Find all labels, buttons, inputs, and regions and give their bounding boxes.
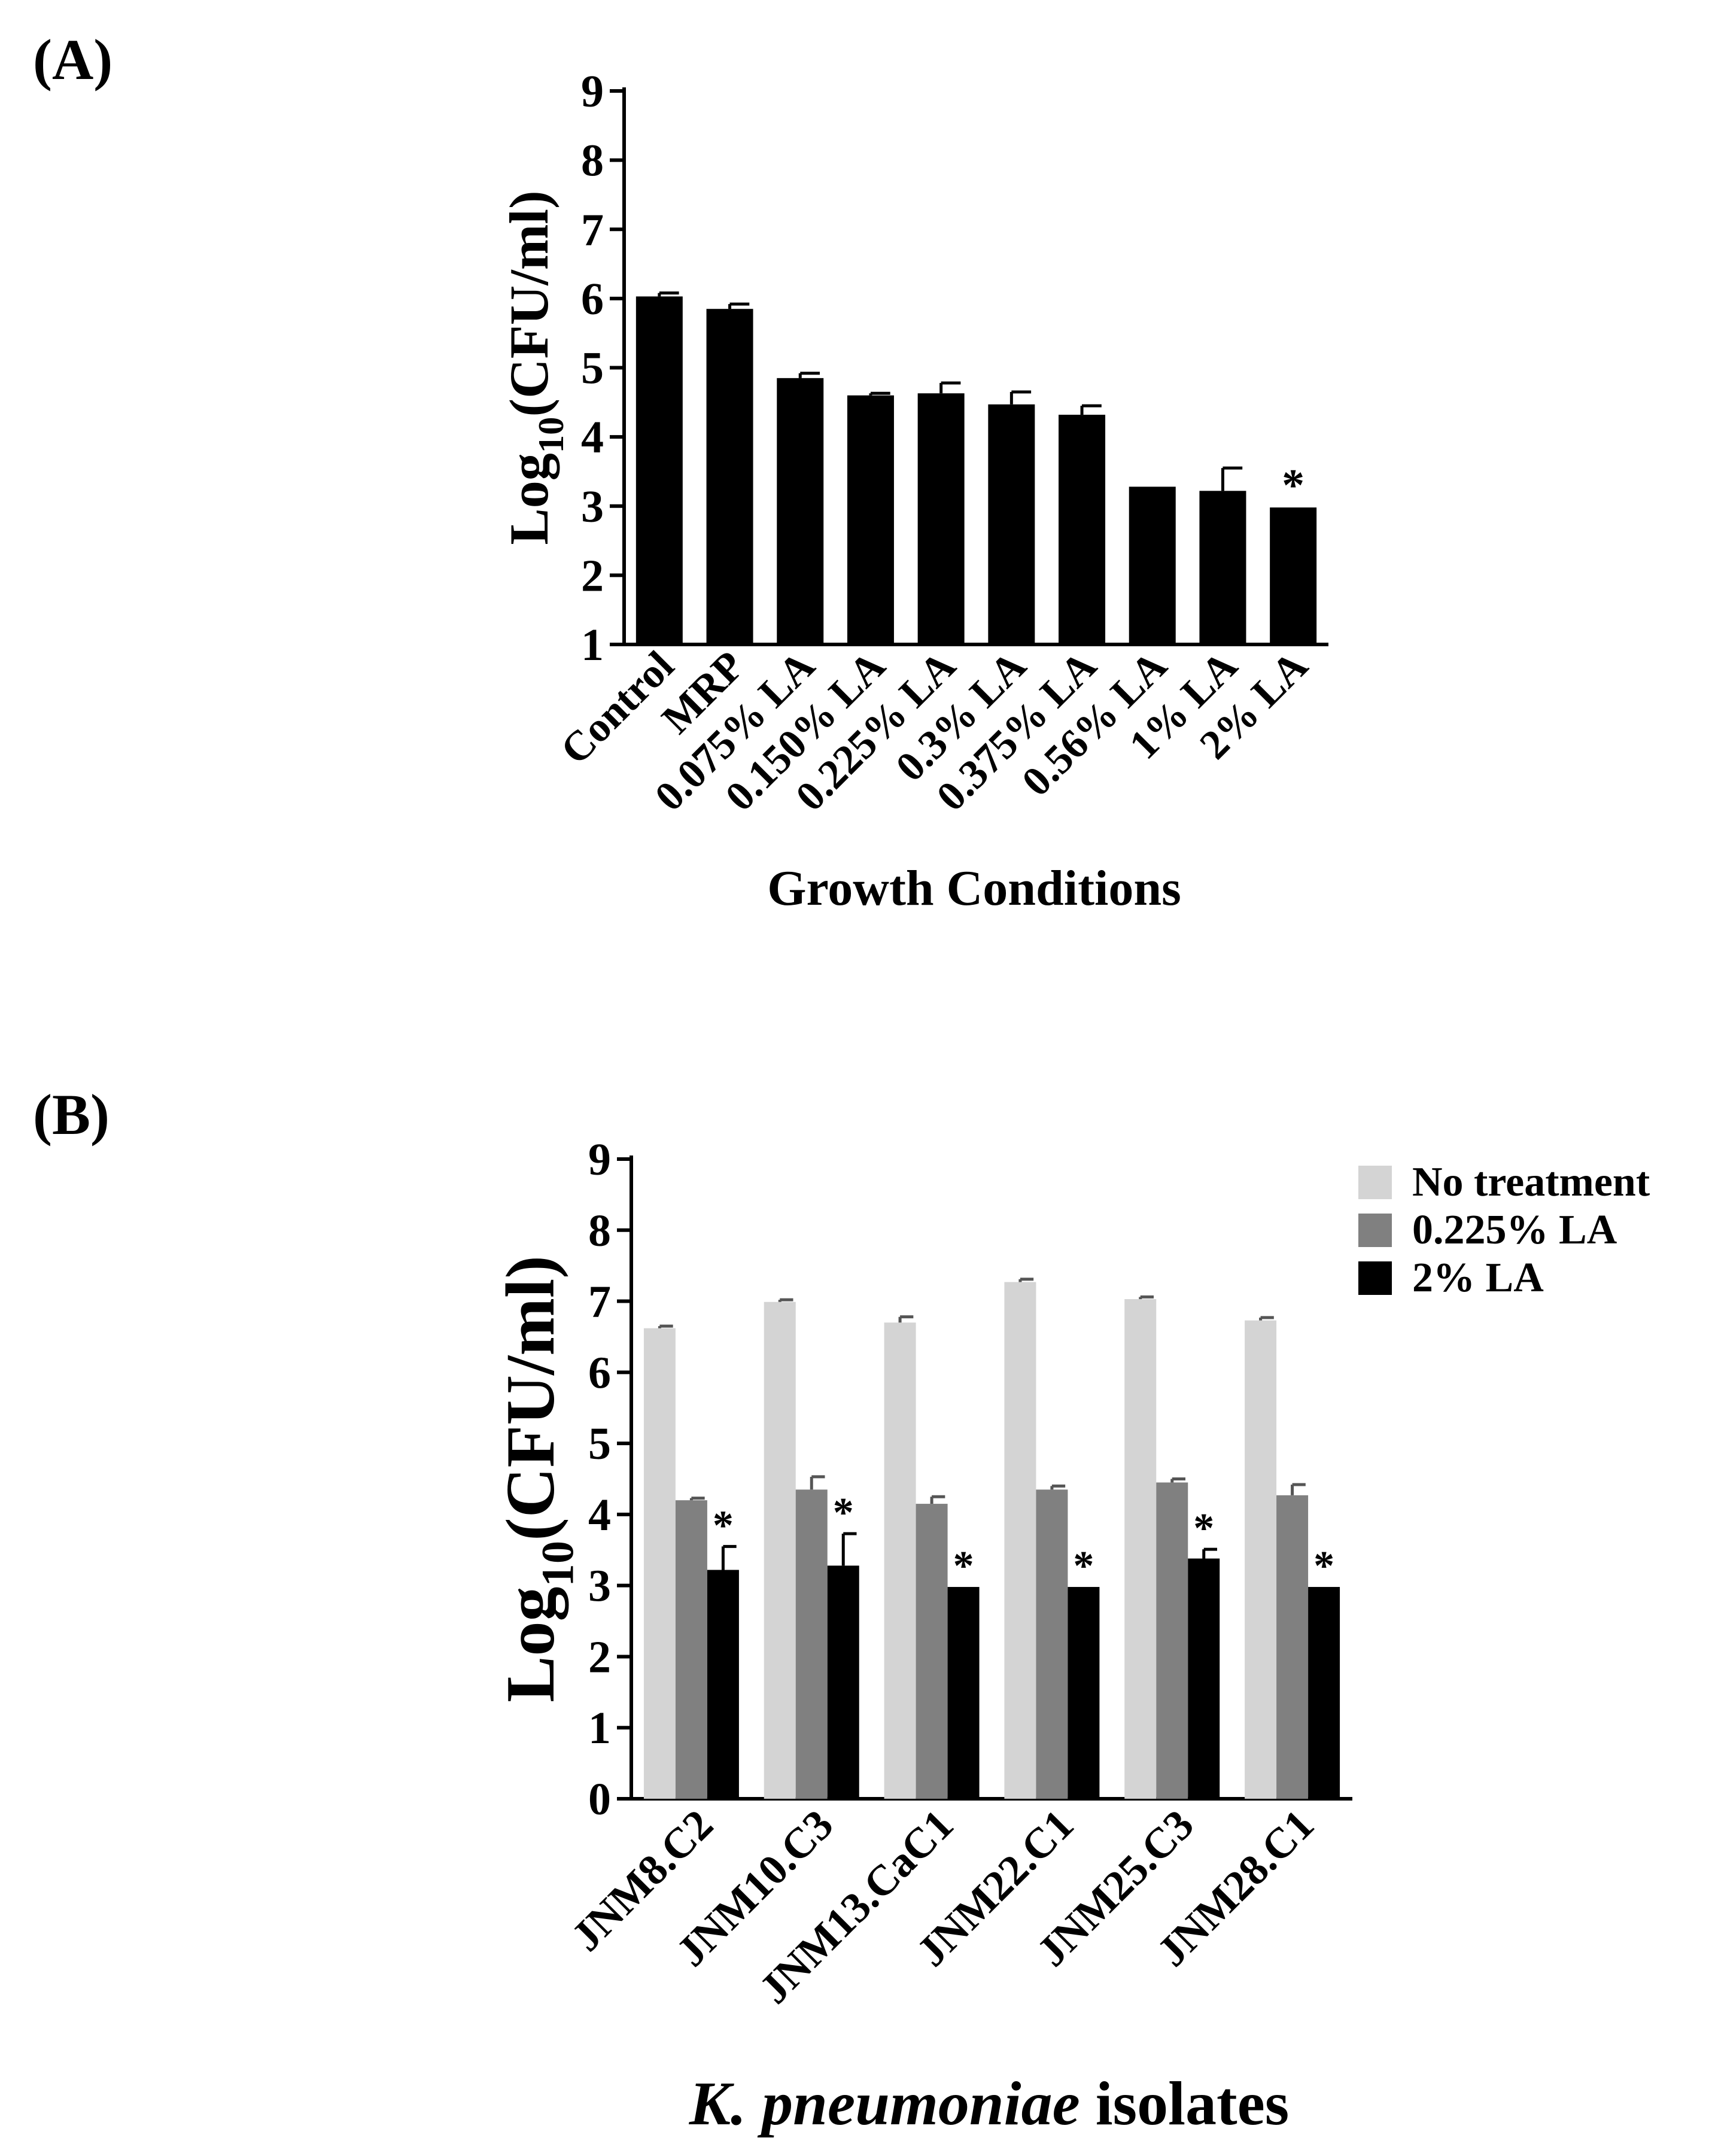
- panel-b-label: (B): [33, 1082, 110, 1147]
- bar: [635, 296, 683, 644]
- y-tick-label: 7: [588, 1277, 611, 1327]
- legend-swatch: [1358, 1261, 1392, 1295]
- y-tick-label: 1: [588, 1703, 611, 1753]
- bar: [1276, 1495, 1309, 1799]
- y-tick-label: 9: [581, 66, 604, 117]
- bar: [777, 378, 824, 644]
- bar: [947, 1587, 980, 1799]
- bar: [1188, 1558, 1220, 1799]
- bar: [884, 1322, 916, 1799]
- bar: [1245, 1320, 1277, 1799]
- legend-label: 0.225% LA: [1412, 1207, 1617, 1253]
- bar: [1059, 415, 1106, 644]
- bar: [1124, 1299, 1157, 1799]
- bar: [643, 1328, 676, 1799]
- y-tick-label: 3: [588, 1561, 611, 1611]
- y-tick-label: 0: [588, 1774, 611, 1824]
- y-tick-label: 2: [588, 1632, 611, 1682]
- bar: [917, 393, 965, 644]
- y-tick-label: 8: [588, 1206, 611, 1256]
- x-axis-label: K. pneumoniae isolates: [689, 2069, 1290, 2138]
- significance-star: *: [1282, 460, 1304, 510]
- significance-star: *: [1193, 1506, 1214, 1552]
- significance-star: *: [953, 1543, 974, 1589]
- bar: [1270, 507, 1317, 644]
- y-tick-label: 3: [581, 482, 604, 532]
- bar: [1308, 1587, 1340, 1799]
- significance-star: *: [1073, 1543, 1094, 1589]
- bar: [764, 1301, 796, 1799]
- y-axis-label-subscript: 10: [532, 1541, 583, 1587]
- x-axis-label-italic: K. pneumoniae: [689, 2069, 1080, 2138]
- y-axis-label: Log10(CFU/ml): [492, 1255, 583, 1702]
- bar: [675, 1500, 707, 1799]
- y-axis-label-subscript: 10: [531, 417, 571, 454]
- y-tick-label: 8: [581, 136, 604, 186]
- y-tick-label: 1: [581, 620, 604, 670]
- bar: [1129, 486, 1176, 644]
- significance-star: *: [833, 1490, 854, 1536]
- legend-swatch: [1358, 1214, 1392, 1247]
- y-tick-label: 4: [588, 1490, 611, 1540]
- y-axis-label-main: Log: [492, 1586, 569, 1702]
- y-axis-label-main: Log: [498, 453, 559, 545]
- y-tick-label: 6: [588, 1348, 611, 1398]
- bar: [1156, 1482, 1188, 1799]
- y-axis-label: Log10(CFU/ml): [498, 190, 571, 545]
- bar: [1199, 491, 1246, 644]
- bar: [706, 309, 753, 644]
- y-tick-label: 2: [581, 551, 604, 601]
- legend-label: 2% LA: [1412, 1255, 1544, 1301]
- bar: [988, 404, 1035, 644]
- bar: [707, 1570, 739, 1799]
- y-tick-label: 5: [588, 1419, 611, 1469]
- panel-a-label: (A): [33, 28, 112, 92]
- x-axis-label: Growth Conditions: [767, 860, 1181, 916]
- bar: [795, 1489, 828, 1799]
- y-axis-label-unit: (CFU/ml): [498, 190, 559, 416]
- bar: [827, 1565, 859, 1799]
- significance-star: *: [713, 1503, 734, 1549]
- y-tick-label: 7: [581, 205, 604, 255]
- significance-star: *: [1313, 1543, 1334, 1589]
- y-tick-label: 9: [588, 1135, 611, 1185]
- y-tick-label: 5: [581, 343, 604, 394]
- bar: [1036, 1489, 1068, 1799]
- y-tick-label: 6: [581, 274, 604, 324]
- bar: [1004, 1282, 1036, 1799]
- y-axis-label-unit: (CFU/ml): [492, 1255, 569, 1541]
- y-tick-label: 4: [581, 412, 604, 463]
- legend-swatch: [1358, 1166, 1392, 1199]
- bar: [1068, 1587, 1100, 1799]
- bar: [916, 1504, 948, 1799]
- bar: [847, 395, 894, 644]
- x-axis-label-rest: isolates: [1080, 2069, 1290, 2138]
- legend-label: No treatment: [1412, 1159, 1650, 1205]
